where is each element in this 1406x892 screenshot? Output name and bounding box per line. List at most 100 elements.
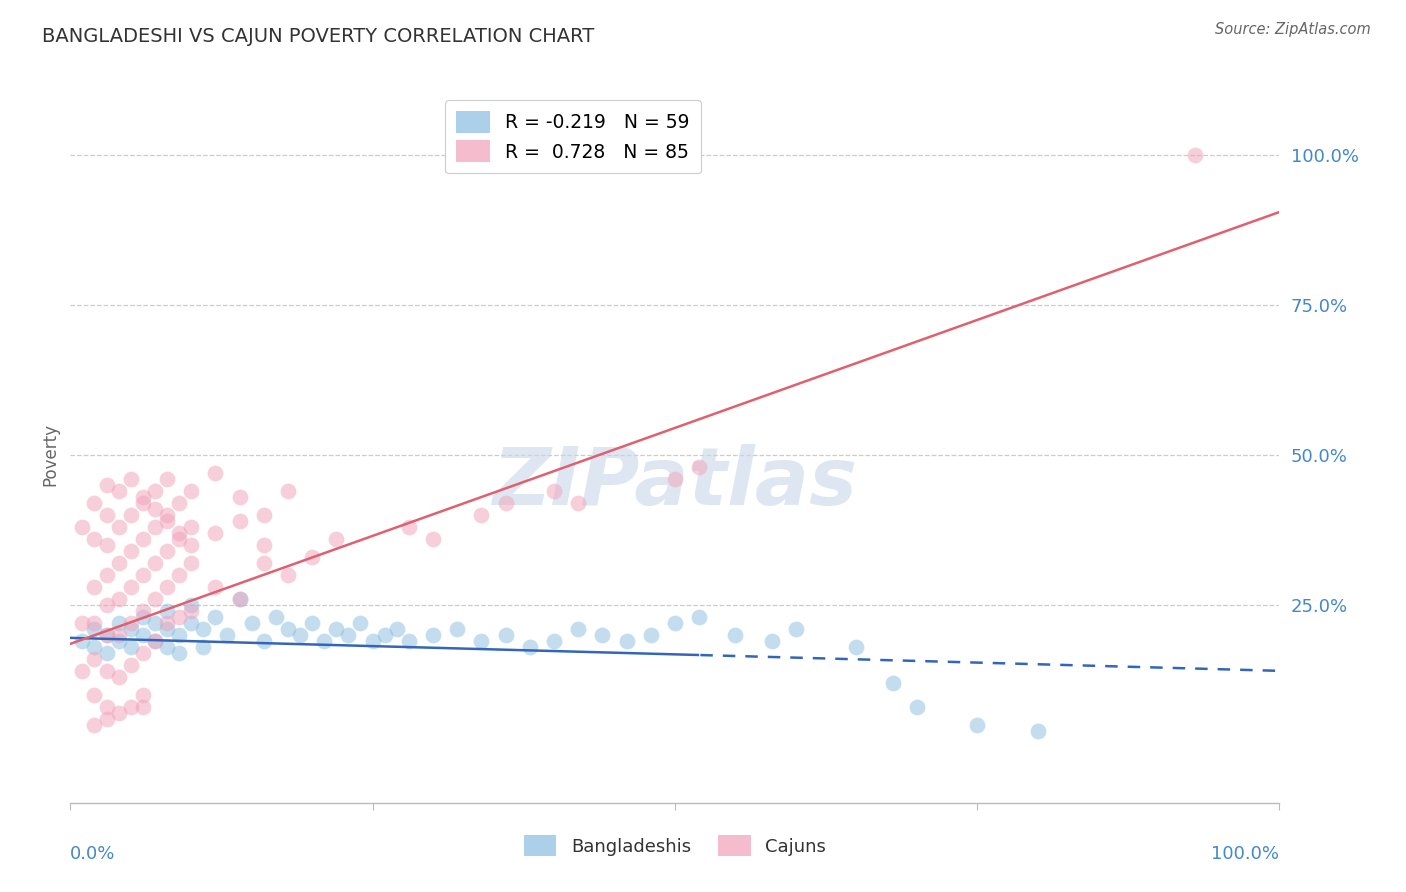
Point <box>228 591 250 606</box>
Point <box>132 604 155 618</box>
Point <box>446 622 468 636</box>
Point <box>398 633 420 648</box>
Point <box>301 615 323 630</box>
Point <box>156 580 179 594</box>
Point <box>180 556 202 570</box>
Point <box>567 622 589 636</box>
Text: Source: ZipAtlas.com: Source: ZipAtlas.com <box>1215 22 1371 37</box>
Point <box>143 502 166 516</box>
Point <box>845 640 868 654</box>
Point <box>107 591 129 606</box>
Point <box>277 567 299 582</box>
Point <box>470 508 492 522</box>
Point <box>96 567 118 582</box>
Point <box>470 633 492 648</box>
Point <box>253 633 276 648</box>
Point <box>314 633 336 648</box>
Point <box>688 610 710 624</box>
Point <box>83 580 105 594</box>
Point <box>966 718 988 732</box>
Point <box>132 532 155 546</box>
Point <box>228 490 250 504</box>
Point <box>167 525 190 540</box>
Point <box>107 483 129 498</box>
Point <box>180 538 202 552</box>
Point <box>120 622 142 636</box>
Point <box>132 490 155 504</box>
Point <box>120 657 142 672</box>
Point <box>120 508 142 522</box>
Point <box>325 622 347 636</box>
Point <box>143 483 166 498</box>
Point <box>83 615 105 630</box>
Point <box>72 633 94 648</box>
Legend: Bangladeshis, Cajuns: Bangladeshis, Cajuns <box>516 828 834 863</box>
Text: 0.0%: 0.0% <box>70 845 115 863</box>
Point <box>143 615 166 630</box>
Point <box>107 628 129 642</box>
Point <box>83 688 105 702</box>
Point <box>107 670 129 684</box>
Point <box>120 544 142 558</box>
Point <box>301 549 323 564</box>
Point <box>83 652 105 666</box>
Point <box>96 699 118 714</box>
Point <box>96 598 118 612</box>
Point <box>107 615 129 630</box>
Point <box>143 591 166 606</box>
Point <box>519 640 541 654</box>
Point <box>120 640 142 654</box>
Point <box>96 664 118 678</box>
Point <box>664 472 686 486</box>
Point <box>253 508 276 522</box>
Point <box>132 646 155 660</box>
Point <box>120 615 142 630</box>
Point <box>156 640 179 654</box>
Point <box>132 496 155 510</box>
Point <box>882 676 904 690</box>
Text: ZIPatlas: ZIPatlas <box>492 443 858 522</box>
Point <box>288 628 311 642</box>
Point <box>143 520 166 534</box>
Point <box>422 628 444 642</box>
Point <box>591 628 613 642</box>
Point <box>167 532 190 546</box>
Point <box>385 622 408 636</box>
Point <box>253 556 276 570</box>
Point <box>83 622 105 636</box>
Point <box>156 604 179 618</box>
Point <box>83 640 105 654</box>
Point <box>120 472 142 486</box>
Point <box>422 532 444 546</box>
Point <box>72 520 94 534</box>
Point <box>132 699 155 714</box>
Point <box>180 615 202 630</box>
Point <box>180 483 202 498</box>
Point <box>204 580 226 594</box>
Point <box>688 459 710 474</box>
Point <box>277 622 299 636</box>
Point <box>132 628 155 642</box>
Point <box>905 699 928 714</box>
Point <box>120 580 142 594</box>
Point <box>640 628 662 642</box>
Point <box>72 615 94 630</box>
Point <box>180 520 202 534</box>
Point <box>495 496 517 510</box>
Point <box>361 633 384 648</box>
Point <box>96 628 118 642</box>
Point <box>180 598 202 612</box>
Point <box>204 525 226 540</box>
Point <box>156 544 179 558</box>
Point <box>761 633 783 648</box>
Point <box>204 610 226 624</box>
Point <box>132 688 155 702</box>
Point <box>96 538 118 552</box>
Point <box>398 520 420 534</box>
Point <box>1184 148 1206 162</box>
Point <box>120 699 142 714</box>
Point <box>107 520 129 534</box>
Point <box>156 472 179 486</box>
Point <box>83 532 105 546</box>
Point <box>96 628 118 642</box>
